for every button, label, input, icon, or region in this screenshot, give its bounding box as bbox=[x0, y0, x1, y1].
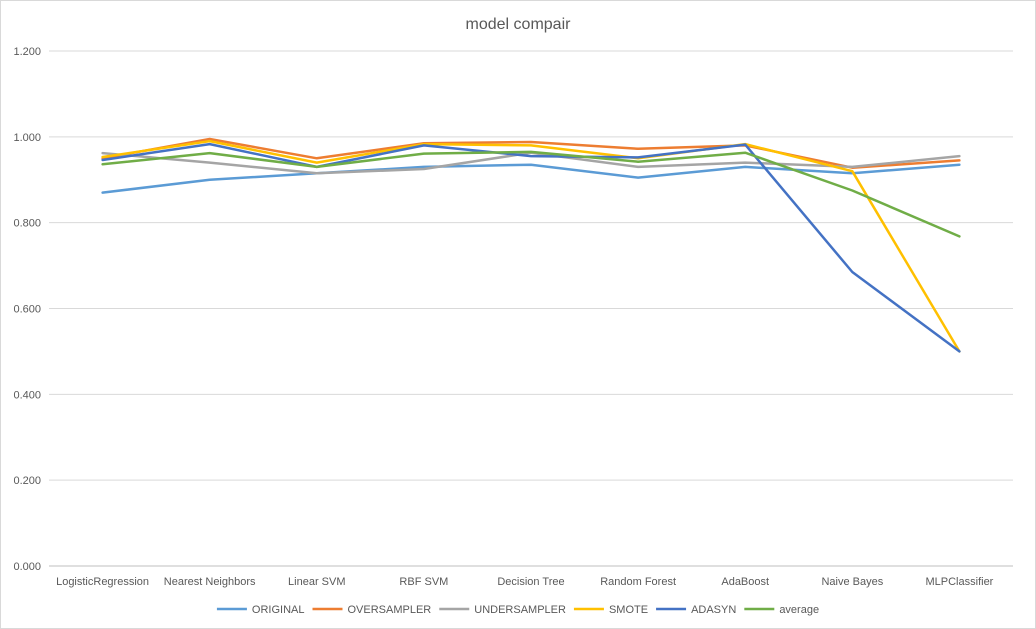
series-line-oversampler bbox=[101, 137, 961, 169]
series-line-original bbox=[101, 163, 961, 194]
series-line-adasyn bbox=[101, 142, 961, 353]
y-tick-label: 0.800 bbox=[13, 218, 41, 230]
legend-item-average: average bbox=[744, 604, 819, 616]
legend-label: ORIGINAL bbox=[252, 604, 305, 616]
x-tick-label: Naive Bayes bbox=[821, 576, 883, 588]
x-tick-label: RBF SVM bbox=[399, 576, 448, 588]
legend-label: UNDERSAMPLER bbox=[474, 604, 566, 616]
x-tick-label: Linear SVM bbox=[288, 576, 345, 588]
y-tick-label: 1.200 bbox=[13, 46, 41, 58]
gridlines bbox=[49, 50, 1013, 567]
y-tick-label: 0.200 bbox=[13, 475, 41, 487]
series-line-average bbox=[101, 150, 961, 238]
legend-item-smote: SMOTE bbox=[573, 604, 648, 616]
y-tick-label: 0.400 bbox=[13, 389, 41, 401]
x-axis-ticks: LogisticRegression Nearest Neighbors Linea… bbox=[56, 576, 994, 588]
legend-label: SMOTE bbox=[609, 604, 648, 616]
legend-item-oversampler: OVERSAMPLER bbox=[312, 604, 432, 616]
y-axis-ticks: 0.000 0.200 0.400 0.600 0.800 1.000 1.200 bbox=[13, 46, 41, 573]
legend-item-undersampler: UNDERSAMPLER bbox=[439, 604, 566, 616]
legend-label: average bbox=[779, 604, 819, 616]
legend-label: OVERSAMPLER bbox=[348, 604, 432, 616]
series-line-smote bbox=[101, 139, 961, 353]
chart-title: model compair bbox=[466, 16, 572, 33]
y-tick-label: 0.000 bbox=[13, 561, 41, 573]
series-lines bbox=[101, 137, 961, 353]
x-tick-label: MLPClassifier bbox=[926, 576, 994, 588]
x-tick-label: AdaBoost bbox=[721, 576, 769, 588]
x-tick-label: LogisticRegression bbox=[56, 576, 149, 588]
x-tick-label: Nearest Neighbors bbox=[164, 576, 256, 588]
legend-label: ADASYN bbox=[691, 604, 736, 616]
legend: ORIGINAL OVERSAMPLER UNDERSAMPLER SMOTE ADAS… bbox=[216, 604, 819, 616]
x-tick-label: Decision Tree bbox=[497, 576, 564, 588]
legend-item-adasyn: ADASYN bbox=[656, 604, 736, 616]
y-tick-label: 0.600 bbox=[13, 304, 41, 316]
y-tick-label: 1.000 bbox=[13, 132, 41, 144]
x-tick-label: Random Forest bbox=[600, 576, 676, 588]
legend-item-original: ORIGINAL bbox=[216, 604, 305, 616]
